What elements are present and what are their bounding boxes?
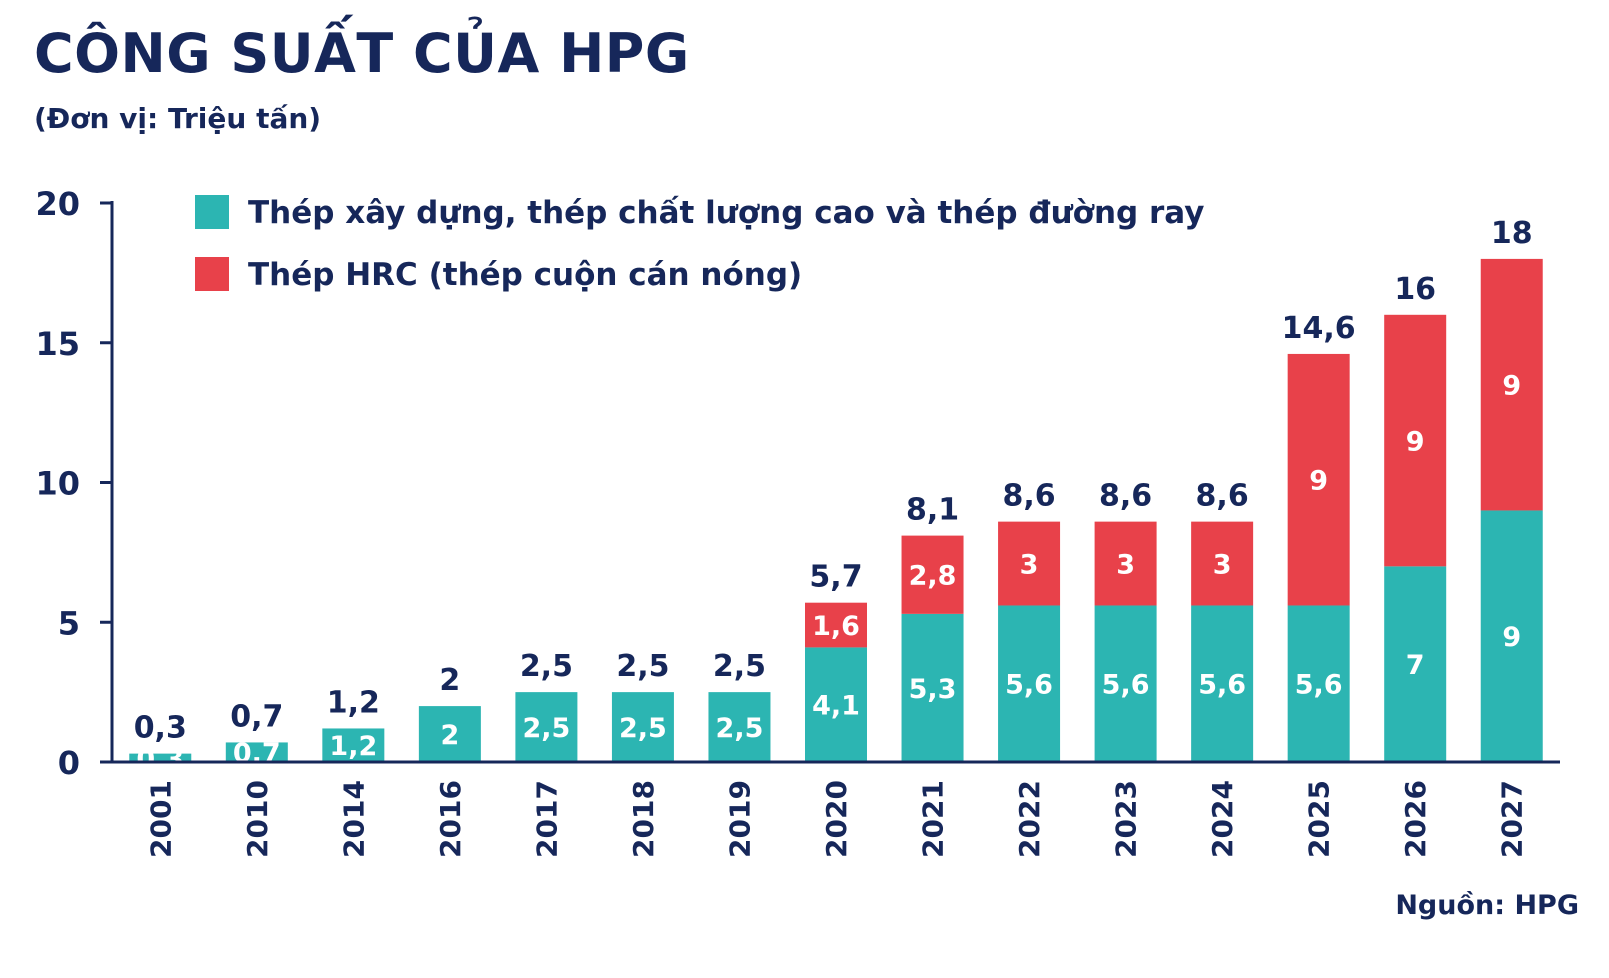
bar-segment-label: 9 xyxy=(1309,466,1328,497)
bar-segment-label: 3 xyxy=(1116,550,1135,581)
x-category-label: 2024 xyxy=(1206,780,1239,858)
bar-total-label: 8,6 xyxy=(1002,479,1055,514)
bar-segment-construction-steel xyxy=(1287,605,1350,762)
bar-segment-label: 9 xyxy=(1502,371,1521,402)
x-axis: 2001 2010 2014 2016 2017 2018 2019 2020 2021 2022… xyxy=(100,760,1560,858)
x-category-label: 2018 xyxy=(627,780,660,858)
legend-label: Thép xây dựng, thép chất lượng cao và th… xyxy=(248,195,1204,231)
bar-segment-hrc-steel xyxy=(1480,258,1543,511)
x-category-label: 2020 xyxy=(820,780,853,858)
bar-total-label: 1,2 xyxy=(327,685,380,720)
x-category-label: 2027 xyxy=(1496,780,1529,858)
bar-segment-construction-steel xyxy=(901,613,964,762)
x-category-label: 2010 xyxy=(241,780,274,858)
bar-total-label: 2,5 xyxy=(713,649,766,684)
bar-segment-construction-steel xyxy=(322,728,385,762)
bar-total-label: 2,5 xyxy=(616,649,669,684)
bar-segment-construction-steel xyxy=(1384,566,1447,762)
x-category-label: 2022 xyxy=(1013,780,1046,858)
bar-segment-hrc-steel xyxy=(1191,521,1254,606)
bar-segment-label: 5,6 xyxy=(1295,670,1343,701)
y-axis: 0 5 10 15 20 xyxy=(35,185,114,782)
bar-total-label: 8,6 xyxy=(1196,479,1249,514)
chart-source: Nguồn: HPG xyxy=(1395,890,1579,921)
bar-segment-label: 1,2 xyxy=(329,731,377,762)
bar-segment-label: 2 xyxy=(440,720,459,751)
bar-segment-construction-steel xyxy=(611,692,674,762)
data-labels: 0,30,3 0,7 0,7 1,2 1,2 2 2 2,5 2,5 2,5 2,5 2,5 2,5 4,… xyxy=(134,216,1533,775)
x-category-label: 2021 xyxy=(917,780,950,858)
bar-segment-construction-steel xyxy=(708,692,771,762)
bar-segment-hrc-steel xyxy=(1287,353,1350,606)
bar-total-label: 2 xyxy=(439,663,460,698)
bar-total-label: 8,1 xyxy=(906,493,959,528)
bar-segment-label: 7 xyxy=(1406,650,1425,681)
y-tick-label: 10 xyxy=(35,465,80,503)
x-category-label: 2025 xyxy=(1303,780,1336,858)
bars xyxy=(129,258,1543,762)
bar-total-label: 16 xyxy=(1394,272,1436,307)
bar-segment-construction-steel xyxy=(225,742,288,762)
bar-segment-label: 3 xyxy=(1020,550,1039,581)
bar-total-label: 14,6 xyxy=(1282,311,1356,346)
bar-total-label: 5,7 xyxy=(809,560,862,595)
bar-segment-construction-steel xyxy=(418,706,481,762)
bar-segment-label: 1,6 xyxy=(812,611,860,642)
bar-segment-label: 5,6 xyxy=(1102,670,1150,701)
bar-segment-label: 2,5 xyxy=(522,713,570,744)
bar-segment-label: 5,6 xyxy=(1198,670,1246,701)
bar-total-label: 0,3 xyxy=(134,711,187,746)
x-category-label: 2026 xyxy=(1399,780,1432,858)
bar-segment-label: 4,1 xyxy=(812,691,860,722)
y-tick-label: 15 xyxy=(35,325,80,363)
legend-swatch xyxy=(195,195,229,229)
y-tick-label: 0 xyxy=(58,744,80,782)
bar-segment-construction-steel xyxy=(1480,510,1543,762)
bar-segment-label: 9 xyxy=(1406,427,1425,458)
bar-total-label: 8,6 xyxy=(1099,479,1152,514)
bar-segment-construction-steel xyxy=(515,692,578,762)
chart-subtitle: (Đơn vị: Triệu tấn) xyxy=(34,102,322,135)
bar-segment-label: 0,7 xyxy=(233,738,281,769)
x-category-label: 2001 xyxy=(144,780,177,858)
y-tick-label: 20 xyxy=(35,185,80,223)
x-category-label: 2014 xyxy=(337,780,370,858)
x-category-label: 2016 xyxy=(434,780,467,858)
bar-total-label: 18 xyxy=(1491,216,1533,251)
bar-segment-label: 2,5 xyxy=(619,713,667,744)
bar-segment-hrc-steel xyxy=(998,521,1061,606)
bar-segment-hrc-steel xyxy=(805,602,867,648)
bar-segment-construction-steel xyxy=(129,753,192,762)
legend: Thép xây dựng, thép chất lượng cao và th… xyxy=(195,195,1204,293)
bar-segment-hrc-steel xyxy=(901,535,964,614)
x-category-label: 2017 xyxy=(530,780,563,858)
bar-segment-construction-steel xyxy=(998,605,1061,762)
bar-segment-hrc-steel xyxy=(1384,314,1447,567)
legend-label: Thép HRC (thép cuộn cán nóng) xyxy=(248,257,802,293)
y-tick-label: 5 xyxy=(58,604,80,642)
bar-segment-label: 5,3 xyxy=(909,674,957,705)
bar-segment-hrc-steel xyxy=(1094,521,1157,606)
bar-segment-label: 2,5 xyxy=(716,713,764,744)
x-category-label: 2023 xyxy=(1110,780,1143,858)
bar-total-label: 2,5 xyxy=(520,649,573,684)
bar-segment-label: 0,3 xyxy=(136,744,184,775)
chart-title: CÔNG SUẤT CỦA HPG xyxy=(34,22,690,85)
bar-segment-label: 9 xyxy=(1502,622,1521,653)
bar-total-label: 0,7 xyxy=(230,699,283,734)
bar-segment-construction-steel xyxy=(1191,605,1254,762)
bar-segment-construction-steel xyxy=(805,647,867,762)
legend-swatch xyxy=(195,257,229,291)
bar-segment-construction-steel xyxy=(1094,605,1157,762)
bar-segment-label: 2,8 xyxy=(909,561,957,592)
bar-segment-label: 5,6 xyxy=(1005,670,1053,701)
x-category-label: 2019 xyxy=(723,780,756,858)
bar-segment-label: 3 xyxy=(1213,550,1232,581)
